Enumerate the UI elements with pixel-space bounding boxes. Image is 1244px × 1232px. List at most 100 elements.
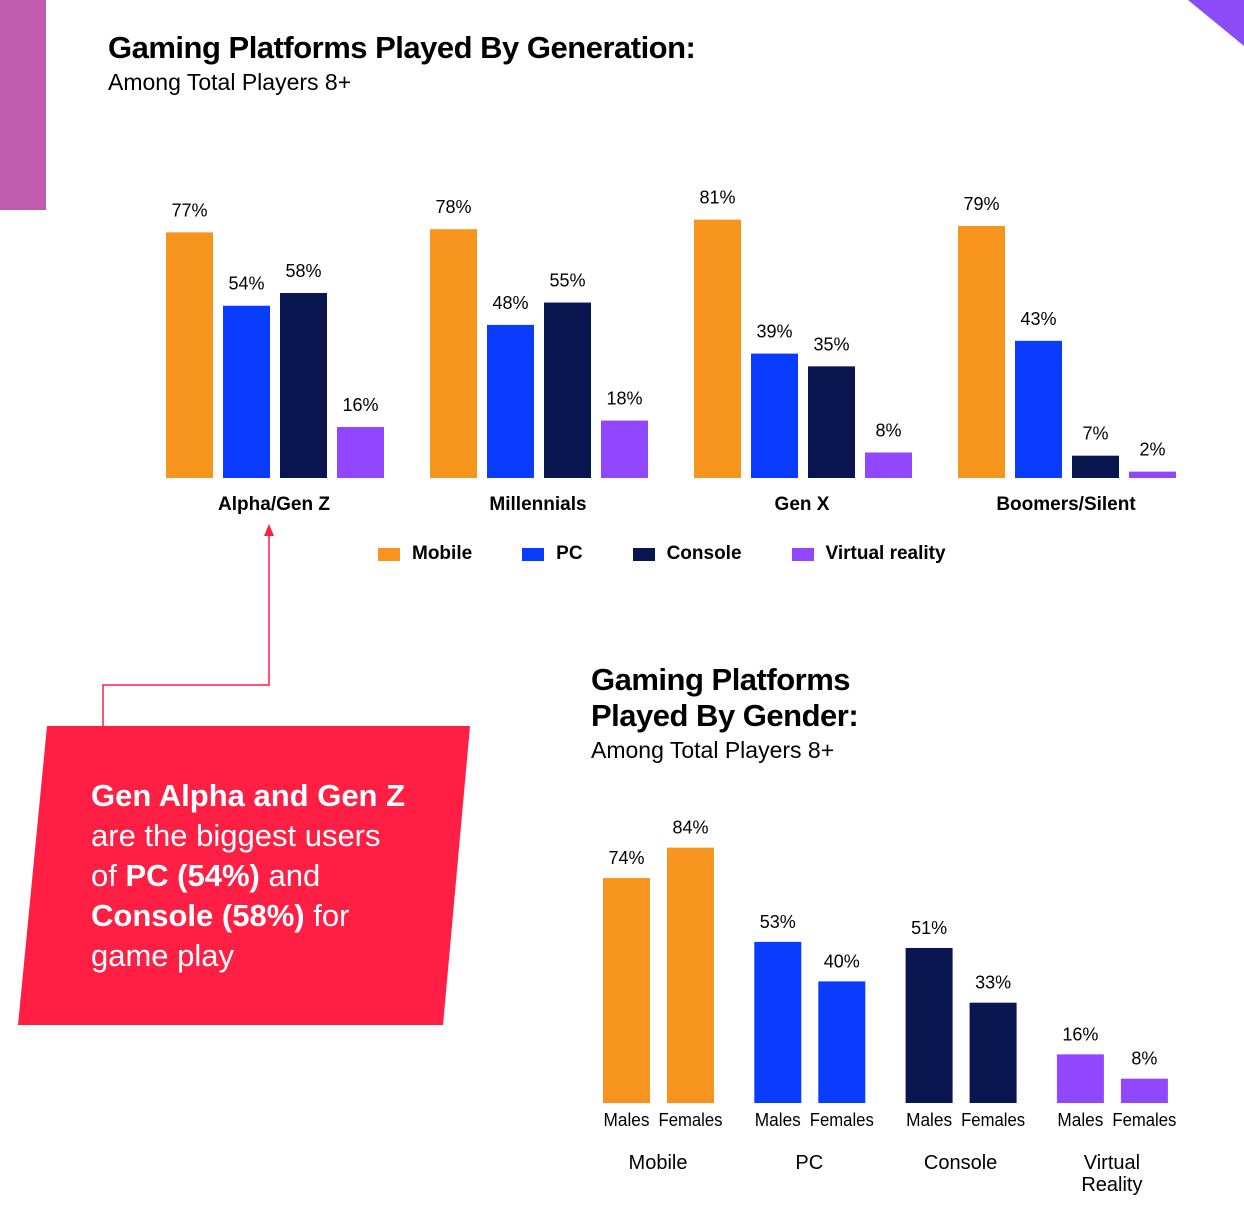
subcategory-label: Females — [961, 1110, 1025, 1130]
legend-vr: Virtual reality — [791, 543, 946, 565]
data-label: 16% — [1062, 1024, 1098, 1044]
chart2-title-line: Gaming Platforms — [591, 662, 851, 697]
data-label: 18% — [606, 389, 642, 409]
bar-females — [1120, 1078, 1168, 1103]
legend-pc: PC — [522, 543, 583, 565]
legend-swatch — [378, 547, 400, 561]
callout-span: and — [259, 858, 321, 893]
bar-females — [818, 981, 866, 1103]
data-label: 81% — [699, 188, 735, 208]
legend-console: Console — [632, 543, 742, 565]
category-label: Boomers/Silent — [996, 494, 1136, 515]
subcategory-label: Males — [1057, 1110, 1103, 1130]
data-label: 58% — [285, 261, 321, 281]
bar-console — [1072, 455, 1119, 478]
data-label: 48% — [492, 293, 528, 313]
bar-pc — [1015, 340, 1062, 478]
bar-males — [603, 878, 650, 1103]
callout-line: game play — [91, 938, 235, 973]
callout-line: Gen Alpha and Gen Z — [91, 778, 406, 813]
bar-console — [808, 366, 855, 478]
bar-pc — [487, 324, 534, 478]
callout-span: Console (58%) — [91, 898, 305, 933]
callout-text: Gen Alpha and Gen Z are the biggest user… — [91, 776, 451, 976]
legend-label: PC — [556, 543, 583, 564]
category-label: Reality — [1081, 1174, 1142, 1196]
data-label: 35% — [813, 334, 849, 354]
callout-line: are the biggest users — [91, 818, 381, 853]
callout-box — [18, 726, 470, 1025]
data-label: 54% — [228, 274, 264, 294]
bar-females — [969, 1002, 1017, 1103]
category-label: Mobile — [629, 1152, 688, 1174]
data-label: 7% — [1082, 424, 1108, 444]
bar-pc — [751, 353, 798, 478]
subcategory-label: Males — [906, 1110, 952, 1130]
data-label: 53% — [760, 912, 796, 932]
legend-swatch — [522, 547, 545, 561]
legend-label: Console — [666, 543, 742, 564]
bar-console — [544, 302, 591, 478]
bar-mobile — [430, 229, 477, 478]
subcategory-label: Females — [810, 1110, 874, 1130]
corner-accent — [1188, 0, 1244, 46]
subcategory-label: Females — [1112, 1110, 1176, 1130]
callout-span: PC (54%) — [125, 858, 260, 893]
legend-swatch — [632, 547, 655, 561]
data-label: 79% — [963, 194, 999, 214]
bar-males — [1056, 1054, 1104, 1103]
bar-mobile — [958, 225, 1005, 478]
data-label: 74% — [608, 848, 644, 868]
data-label: 55% — [549, 271, 585, 291]
arrow-head-icon — [264, 524, 274, 536]
bar-males — [754, 941, 802, 1103]
bar-mobile — [166, 232, 213, 478]
chart1-subtitle: Among Total Players 8+ — [108, 69, 352, 95]
category-label: Alpha/Gen Z — [218, 494, 330, 515]
chart2-title-line: Played By Gender: — [591, 698, 859, 733]
legend: Mobile PC Console Virtual reality — [378, 543, 996, 565]
chart1-title: Gaming Platforms Played By Generation: — [108, 30, 696, 65]
data-label: 43% — [1020, 309, 1056, 329]
callout-connector — [102, 532, 270, 726]
bar-pc — [223, 305, 270, 478]
legend-label: Virtual reality — [825, 543, 946, 564]
legend-mobile: Mobile — [378, 543, 472, 565]
category-label: Console — [924, 1152, 997, 1174]
bar-mobile — [694, 219, 741, 479]
bar-virtual-reality — [601, 420, 648, 478]
legend-swatch — [791, 547, 814, 561]
subcategory-label: Males — [604, 1110, 650, 1130]
callout-span: of — [91, 858, 126, 893]
category-label: Virtual — [1084, 1152, 1140, 1174]
data-label: 39% — [756, 322, 792, 342]
subcategory-label: Females — [659, 1110, 723, 1130]
bar-females — [667, 847, 714, 1103]
bar-virtual-reality — [865, 452, 912, 478]
category-label: Millennials — [489, 494, 586, 515]
bar-virtual-reality — [1129, 471, 1176, 478]
subcategory-label: Males — [755, 1110, 801, 1130]
chart2-title: Gaming Platforms Played By Gender: — [591, 662, 859, 734]
data-label: 78% — [435, 197, 471, 217]
legend-label: Mobile — [412, 543, 473, 564]
data-label: 16% — [342, 395, 378, 415]
accent-bar — [0, 0, 46, 210]
callout-span: for — [304, 898, 350, 933]
data-label: 33% — [975, 973, 1011, 993]
data-label: 40% — [824, 951, 860, 971]
category-label: PC — [795, 1152, 823, 1174]
data-label: 84% — [672, 818, 708, 838]
data-label: 2% — [1139, 440, 1165, 460]
data-label: 8% — [875, 420, 901, 440]
data-label: 77% — [171, 200, 207, 220]
bar-console — [280, 292, 327, 478]
bar-males — [905, 947, 953, 1103]
category-label: Gen X — [775, 494, 830, 515]
chart2-subtitle: Among Total Players 8+ — [591, 737, 835, 763]
data-label: 51% — [911, 918, 947, 938]
bar-virtual-reality — [337, 426, 384, 478]
data-label: 8% — [1131, 1049, 1157, 1069]
